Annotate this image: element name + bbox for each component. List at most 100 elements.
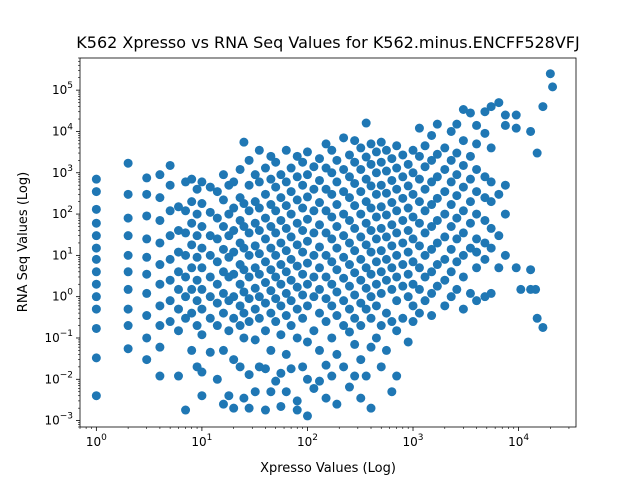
data-point	[420, 184, 430, 194]
data-point	[465, 151, 475, 161]
data-point	[486, 223, 496, 233]
data-point	[321, 360, 331, 370]
data-point	[403, 226, 413, 235]
data-point	[239, 199, 249, 209]
data-point	[229, 203, 239, 213]
data-point	[123, 213, 133, 223]
data-point	[266, 174, 276, 184]
data-point	[281, 288, 291, 298]
data-point	[212, 321, 222, 331]
data-point	[224, 209, 234, 219]
data-point	[344, 193, 354, 203]
data-point	[266, 200, 276, 210]
data-point	[254, 249, 264, 259]
data-point	[452, 284, 462, 294]
data-point	[398, 260, 408, 270]
data-point	[458, 105, 468, 114]
data-point	[366, 139, 376, 149]
data-point	[427, 244, 437, 254]
data-point	[91, 353, 101, 363]
data-point	[173, 202, 183, 212]
data-point	[309, 383, 319, 393]
data-point	[452, 213, 462, 223]
x-tick-label: 104	[508, 433, 529, 449]
data-point	[414, 308, 424, 318]
data-point	[511, 123, 521, 133]
data-point	[387, 387, 397, 397]
data-point	[250, 387, 260, 397]
data-point	[181, 405, 191, 415]
data-point	[344, 172, 354, 182]
data-point	[361, 283, 371, 293]
data-point	[356, 164, 366, 174]
data-point	[420, 141, 430, 151]
data-point	[314, 308, 324, 318]
data-point	[260, 278, 270, 288]
data-point	[494, 263, 504, 273]
data-point	[205, 292, 215, 302]
data-point	[123, 158, 133, 168]
data-point	[440, 254, 450, 264]
data-point	[350, 246, 360, 256]
data-point	[250, 170, 260, 180]
data-point	[281, 267, 291, 277]
data-point	[271, 228, 281, 238]
data-point	[332, 311, 342, 321]
data-point	[271, 206, 281, 216]
data-point	[465, 197, 475, 207]
data-point	[260, 234, 270, 244]
data-point	[142, 234, 152, 244]
data-point	[309, 206, 319, 216]
data-point	[398, 193, 408, 203]
data-point	[392, 206, 402, 216]
data-point	[376, 223, 386, 233]
data-point	[91, 174, 101, 184]
data-point	[427, 177, 437, 187]
data-point	[500, 180, 510, 190]
y-tick-label: 101	[52, 246, 73, 262]
data-point	[472, 263, 482, 273]
data-point	[142, 211, 152, 221]
data-point	[181, 250, 191, 260]
data-point	[361, 371, 371, 381]
data-point	[414, 241, 424, 251]
data-point	[173, 284, 183, 294]
data-point	[403, 337, 413, 347]
data-point	[387, 241, 397, 251]
data-point	[286, 254, 296, 264]
data-point	[414, 197, 424, 207]
data-point	[356, 355, 366, 365]
data-point	[309, 292, 319, 302]
data-point	[254, 177, 264, 187]
data-point	[229, 355, 239, 365]
data-point	[229, 177, 239, 187]
data-point	[205, 347, 215, 357]
data-point	[339, 231, 349, 241]
data-point	[344, 150, 354, 160]
data-point	[292, 396, 302, 406]
data-point	[244, 228, 254, 238]
data-point	[286, 163, 296, 173]
data-point	[366, 269, 376, 279]
x-tick-label: 102	[297, 433, 318, 449]
data-point	[229, 403, 239, 413]
data-point	[480, 254, 490, 264]
data-point	[356, 275, 366, 285]
data-point	[398, 150, 408, 160]
data-point	[427, 267, 437, 277]
data-point	[376, 267, 386, 277]
data-point	[532, 313, 542, 323]
data-point	[292, 405, 302, 415]
data-point	[276, 193, 286, 203]
data-point	[197, 263, 207, 273]
data-point	[414, 123, 424, 133]
data-point	[165, 160, 175, 170]
data-point	[344, 327, 354, 337]
data-point	[224, 326, 234, 336]
data-point	[452, 191, 462, 201]
data-point	[427, 200, 437, 210]
data-point	[197, 222, 207, 231]
data-point	[332, 200, 342, 210]
data-point	[314, 376, 324, 386]
data-point	[486, 197, 496, 207]
